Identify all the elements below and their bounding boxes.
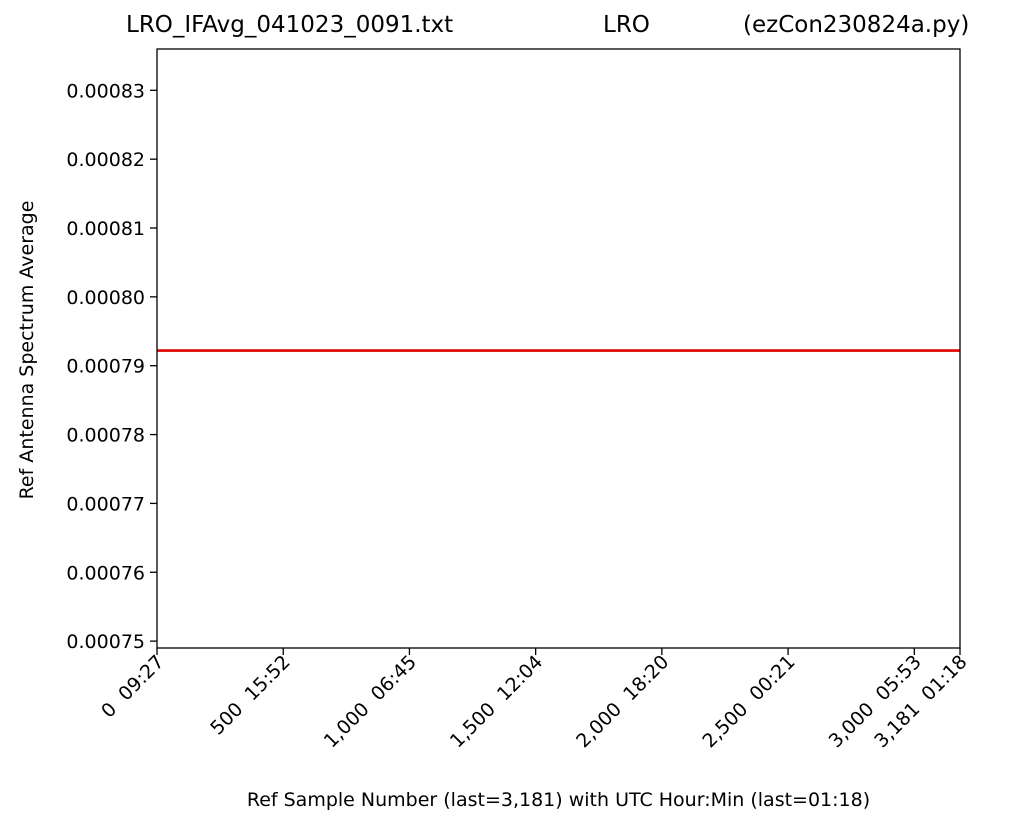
x-tick-label: 1,500 12:04 <box>446 651 547 752</box>
y-tick-label: 0.00075 <box>66 631 145 653</box>
y-tick-label: 0.00077 <box>66 493 145 515</box>
x-axis: 0 09:27 500 15:52 1,000 06:45 1,500 12:04 2,… <box>97 648 972 752</box>
x-tick-label: 0 09:27 <box>97 651 168 722</box>
x-axis-label: Ref Sample Number (last=3,181) with UTC … <box>246 789 871 811</box>
x-tick-label: 1,000 06:45 <box>320 651 421 752</box>
chart-title-script: (ezCon230824a.py) <box>743 12 970 38</box>
y-tick-label: 0.00080 <box>66 287 145 309</box>
y-tick-label: 0.00081 <box>66 218 145 240</box>
y-tick-label: 0.00082 <box>66 149 145 171</box>
y-tick-label: 0.00078 <box>66 425 145 447</box>
y-tick-label: 0.00083 <box>66 80 145 102</box>
chart-title-filename: LRO_IFAvg_041023_0091.txt <box>126 12 454 38</box>
y-axis-label: Ref Antenna Spectrum Average <box>16 200 38 500</box>
y-axis: 0.00075 0.00076 0.00077 0.00078 0.00079 0.000… <box>66 80 157 653</box>
plot-area-frame <box>156 48 961 649</box>
x-tick-label: 500 15:52 <box>206 651 294 739</box>
x-tick-label: 2,000 18:20 <box>572 651 673 752</box>
y-tick-label: 0.00076 <box>66 562 145 584</box>
x-tick-label: 2,500 00:21 <box>698 651 799 752</box>
y-tick-label: 0.00079 <box>66 356 145 378</box>
chart-title-station: LRO <box>603 12 650 38</box>
